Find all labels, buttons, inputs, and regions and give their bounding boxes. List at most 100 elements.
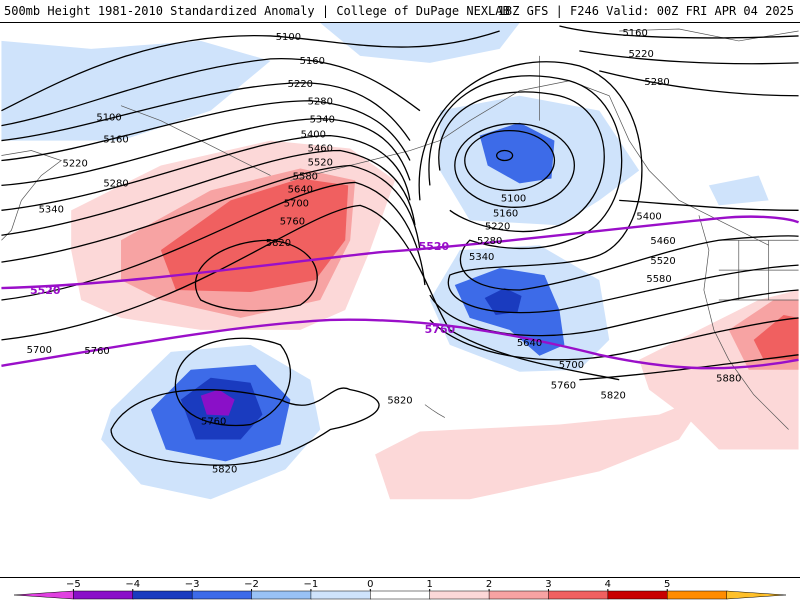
height-contour [1, 149, 416, 236]
colorbar-tick-label: 1 [427, 579, 433, 590]
height-label: 5760 [201, 417, 226, 428]
hudson-region [619, 28, 799, 42]
colorbar-segment [191, 590, 253, 600]
colorbar-ticks: −5 −4 −3 −2 −1 0 1 2 3 4 5 [66, 579, 670, 591]
height-label: 5520 [650, 256, 675, 267]
height-contour [110, 387, 380, 466]
height-contour [1, 181, 426, 301]
height-label: 5100 [96, 113, 121, 124]
height-contour [1, 118, 411, 187]
height-contour [174, 337, 291, 427]
height-label: 5160 [622, 28, 647, 39]
height-label: 5640 [517, 338, 542, 349]
height-label: 5880 [716, 374, 741, 385]
na-west-coast [698, 215, 789, 430]
height-contour [619, 199, 799, 211]
contour-5760-label: 5760 [425, 323, 456, 336]
coastlines [1, 28, 799, 430]
height-label: 5580 [293, 171, 318, 182]
height-contour [559, 25, 799, 39]
anomaly-map: 5100 5160 5220 5280 5340 5400 5460 5520 … [0, 22, 800, 578]
height-contours [1, 25, 799, 466]
anomaly-area-negative-light [708, 175, 769, 206]
height-contour [579, 354, 799, 381]
colorbar-segment [607, 590, 668, 600]
height-label: 5700 [27, 345, 52, 356]
colorbar-tick-label: −4 [125, 579, 140, 590]
height-label: 5340 [39, 204, 64, 215]
height-label: 5640 [288, 184, 313, 195]
colorbar-tick-label: −2 [244, 579, 259, 590]
height-label: 5160 [103, 135, 128, 146]
alaska-coastline [439, 80, 769, 246]
colorbar-tick-label: 2 [486, 579, 492, 590]
height-label: 5820 [601, 391, 626, 402]
height-label: 5100 [276, 32, 301, 43]
height-label: 5760 [551, 381, 576, 392]
colorbar-segment [251, 590, 312, 600]
colorbar-segment [488, 590, 550, 600]
anomaly-area-negative-light [320, 23, 520, 63]
special-contour-labels: 5520 5520 5760 [30, 240, 455, 336]
height-contour [429, 317, 799, 361]
anomaly-area-negative-mid [479, 122, 555, 184]
colorbar-segment [726, 590, 787, 600]
colorbar-tick-label: −1 [304, 579, 319, 590]
anomaly-colorbar: −5 −4 −3 −2 −1 0 1 2 3 4 5 [13, 579, 787, 600]
height-contour [194, 239, 318, 312]
contour-5520 [1, 215, 800, 290]
contour-5520-label: 5520 [419, 240, 450, 253]
colorbar-tick-label: −5 [66, 579, 81, 590]
anomaly-area-positive-strong [753, 314, 799, 360]
anomaly-shading [1, 23, 799, 500]
height-contour [428, 75, 799, 291]
height-label: 5100 [501, 193, 526, 204]
anomaly-area-negative-dark [484, 288, 522, 315]
colorbar-segment [73, 590, 134, 600]
height-label: 5340 [469, 252, 494, 263]
height-contour [464, 129, 556, 192]
us-state-lines [718, 239, 799, 301]
height-label: 5220 [288, 79, 313, 90]
height-contour [1, 164, 421, 263]
height-label: 5700 [284, 198, 309, 209]
height-label: 5280 [308, 97, 333, 108]
height-contour [579, 50, 799, 65]
anomaly-area-positive-strong [160, 178, 349, 293]
colorbar-segment [132, 590, 193, 600]
contour-5520-label: 5520 [30, 284, 61, 297]
colorbar-tick-label: 5 [664, 579, 670, 590]
colorbar-segment [370, 590, 431, 600]
map-header: 500mb Height 1981-2010 Standardized Anom… [0, 0, 800, 22]
height-label: 5340 [310, 115, 335, 126]
height-contour [1, 134, 411, 211]
height-label: 5820 [266, 238, 291, 249]
height-label: 5280 [644, 77, 669, 88]
height-label: 5820 [212, 464, 237, 475]
colorbar-segment [548, 590, 609, 600]
height-contour [1, 82, 411, 142]
height-label: 5280 [103, 178, 128, 189]
height-label: 5400 [301, 130, 326, 141]
height-label: 5220 [63, 158, 88, 169]
height-label: 5160 [493, 208, 518, 219]
colorbar-tick-label: 3 [545, 579, 551, 590]
colorbar-segment [429, 590, 490, 600]
height-label: 5820 [387, 396, 412, 407]
anomaly-area-strong-negative [200, 389, 235, 416]
height-contour [429, 289, 799, 337]
colorbar-segment [310, 590, 372, 600]
height-label: 5700 [559, 360, 584, 371]
anomaly-area-positive-light [375, 394, 709, 500]
height-label: 5460 [650, 236, 675, 247]
height-contour [496, 149, 514, 162]
height-label: 5280 [477, 236, 502, 247]
height-label: 5520 [308, 157, 333, 168]
map-title: 500mb Height 1981-2010 Standardized Anom… [4, 4, 510, 18]
height-contour [1, 100, 411, 162]
height-label: 5220 [628, 49, 653, 60]
special-contours [1, 215, 800, 370]
height-label: 5460 [308, 144, 333, 155]
height-label: 5580 [646, 274, 671, 285]
asia-coastline [1, 150, 62, 241]
